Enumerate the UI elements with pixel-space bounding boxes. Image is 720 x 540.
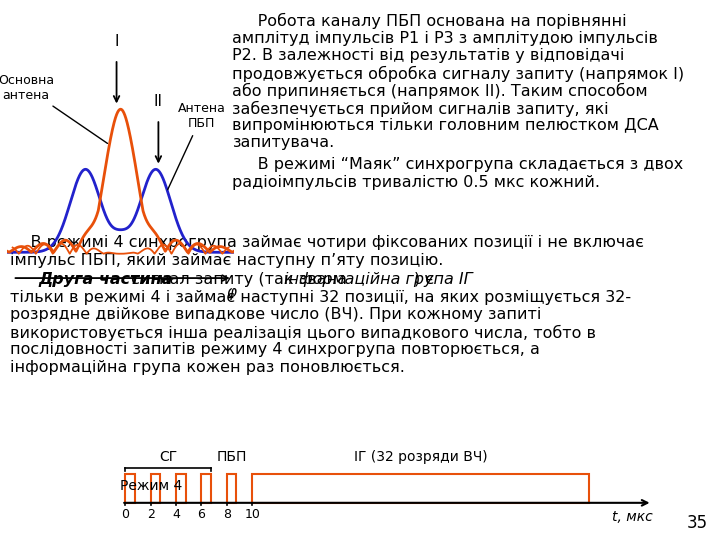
Text: Основна
антена: Основна антена: [0, 74, 107, 144]
Text: 0: 0: [121, 508, 129, 521]
Text: ПБП: ПБП: [217, 450, 247, 464]
Bar: [202, 474, 211, 503]
Text: забезпечується прийом сигналів запиту, які: забезпечується прийом сигналів запиту, я…: [232, 100, 608, 117]
Bar: [227, 474, 236, 503]
Bar: [252, 474, 589, 503]
Text: І: І: [114, 34, 119, 49]
Text: інформаційна група ІГ: інформаційна група ІГ: [284, 272, 472, 287]
Text: запитувача.: запитувача.: [232, 136, 334, 151]
Text: 8: 8: [222, 508, 231, 521]
Text: сигнал запиту (так звана: сигнал запиту (так звана: [126, 272, 352, 287]
Text: ІІ: ІІ: [154, 94, 163, 109]
Text: радіоімпульсів тривалістю 0.5 мкс кожний.: радіоімпульсів тривалістю 0.5 мкс кожний…: [232, 174, 600, 190]
Text: Режим 4: Режим 4: [120, 480, 182, 493]
Text: В режимі “Маяк” синхрогрупа складається з двох: В режимі “Маяк” синхрогрупа складається …: [232, 157, 683, 172]
Text: Р2. В залежності від результатів у відповідачі: Р2. В залежності від результатів у відпо…: [232, 48, 624, 63]
Text: ) є: ) є: [414, 272, 434, 287]
Text: СГ: СГ: [159, 450, 177, 464]
Text: 10: 10: [244, 508, 260, 521]
Bar: [125, 474, 135, 503]
Text: випромінюються тільки головним пелюстком ДСА: випромінюються тільки головним пелюстком…: [232, 118, 659, 133]
Text: амплітуд імпульсів Р1 і Р3 з амплітудою імпульсів: амплітуд імпульсів Р1 і Р3 з амплітудою …: [232, 30, 658, 45]
Text: послідовності запитів режиму 4 синхрогрупа повторюється, а: послідовності запитів режиму 4 синхрогру…: [10, 342, 540, 357]
Text: 4: 4: [172, 508, 180, 521]
Text: Антена
ПБП: Антена ПБП: [168, 103, 225, 190]
Text: інформаційна група кожен раз поновлюється.: інформаційна група кожен раз поновлюєтьс…: [10, 360, 405, 375]
Bar: [176, 474, 186, 503]
Text: 2: 2: [147, 508, 155, 521]
Text: 6: 6: [197, 508, 205, 521]
Text: розрядне двійкове випадкове число (ВЧ). При кожному запиті: розрядне двійкове випадкове число (ВЧ). …: [10, 307, 541, 322]
Text: Робота каналу ПБП основана на порівнянні: Робота каналу ПБП основана на порівнянні: [232, 13, 626, 29]
Text: імпульс ПБП, який займає наступну п’яту позицію.: імпульс ПБП, який займає наступну п’яту …: [10, 253, 444, 267]
Text: або припиняється (напрямок ІІ). Таким способом: або припиняється (напрямок ІІ). Таким сп…: [232, 83, 647, 99]
Bar: [150, 474, 160, 503]
Text: 35: 35: [687, 514, 708, 532]
Text: використовується інша реалізація цього випадкового числа, тобто в: використовується інша реалізація цього в…: [10, 325, 596, 341]
Text: ІГ (32 розряди ВЧ): ІГ (32 розряди ВЧ): [354, 450, 487, 464]
Text: φ: φ: [226, 285, 236, 300]
Text: продовжується обробка сигналу запиту (напрямок І): продовжується обробка сигналу запиту (на…: [232, 65, 684, 82]
Text: Друга частина: Друга частина: [38, 272, 172, 287]
Text: t, мкс: t, мкс: [612, 510, 652, 524]
Text: тільки в режимі 4 і займає наступні 32 позиції, на яких розміщується 32-: тільки в режимі 4 і займає наступні 32 п…: [10, 289, 631, 305]
Text: В режимі 4 синхрогрупа займає чотири фіксованих позиції і не включає: В режимі 4 синхрогрупа займає чотири фік…: [10, 235, 644, 250]
